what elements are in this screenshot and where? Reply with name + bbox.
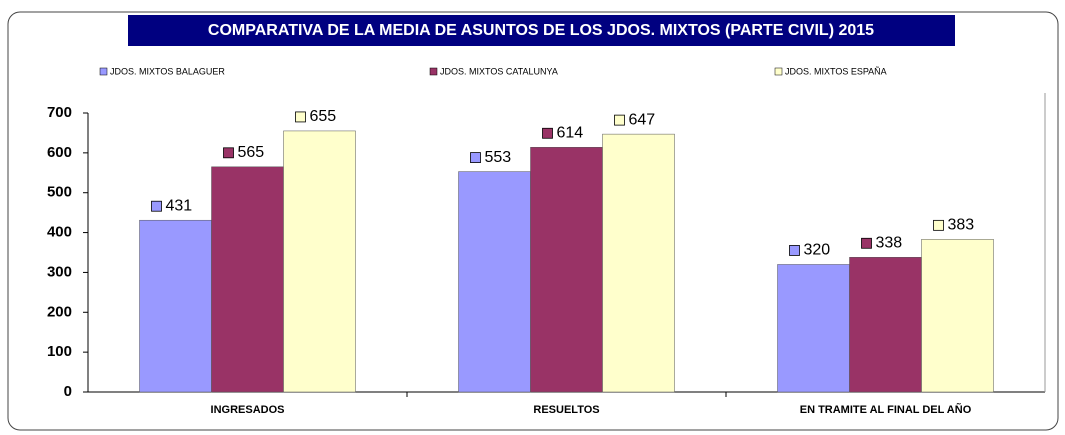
y-tick-label: 0: [64, 383, 72, 400]
y-tick-label: 600: [47, 144, 72, 161]
legend-label: JDOS. MIXTOS ESPAÑA: [785, 66, 887, 76]
chart-title: COMPARATIVA DE LA MEDIA DE ASUNTOS DE LO…: [208, 22, 874, 39]
value-label: 320: [804, 242, 831, 259]
value-label: 553: [485, 149, 512, 166]
bar: [139, 219, 212, 393]
value-label: 565: [238, 144, 265, 161]
y-tick-label: 400: [47, 224, 72, 241]
value-label-swatch: [151, 200, 162, 212]
x-tick-label: RESUELTOS: [533, 404, 599, 416]
value-label-swatch: [295, 111, 306, 123]
value-label-swatch: [470, 152, 481, 163]
value-label: 614: [557, 124, 584, 141]
value-label: 655: [310, 108, 337, 125]
value-label: 431: [166, 197, 193, 214]
bar: [921, 239, 994, 393]
value-label-swatch: [789, 245, 800, 256]
y-tick-label: 300: [47, 263, 72, 280]
y-tick-label: 200: [47, 303, 72, 320]
value-label: 647: [629, 111, 656, 128]
x-tick-label: INGRESADOS: [211, 404, 285, 416]
value-label: 383: [948, 217, 975, 234]
value-label-swatch: [933, 219, 944, 231]
legend-label: JDOS. MIXTOS CATALUNYA: [440, 66, 558, 76]
bar: [283, 130, 356, 393]
bar: [777, 264, 850, 393]
legend-swatch: [429, 67, 438, 76]
y-tick-label: 500: [47, 184, 72, 201]
value-label: 338: [876, 235, 903, 252]
title-box: [128, 15, 955, 46]
value-label-swatch: [542, 127, 553, 139]
bar: [530, 147, 603, 393]
value-label-swatch: [861, 237, 872, 249]
bar: [458, 171, 531, 393]
legend-swatch: [774, 67, 783, 76]
legend-swatch: [99, 67, 108, 76]
bar: [211, 166, 284, 393]
y-tick-label: 700: [47, 104, 72, 121]
legend-label: JDOS. MIXTOS BALAGUER: [110, 66, 225, 76]
value-label-swatch: [614, 114, 625, 126]
bar: [849, 257, 922, 393]
bar: [602, 133, 675, 393]
value-label-swatch: [223, 147, 234, 159]
x-tick-label: EN TRAMITE AL FINAL DEL AÑO: [800, 403, 972, 416]
y-tick-label: 100: [47, 343, 72, 360]
